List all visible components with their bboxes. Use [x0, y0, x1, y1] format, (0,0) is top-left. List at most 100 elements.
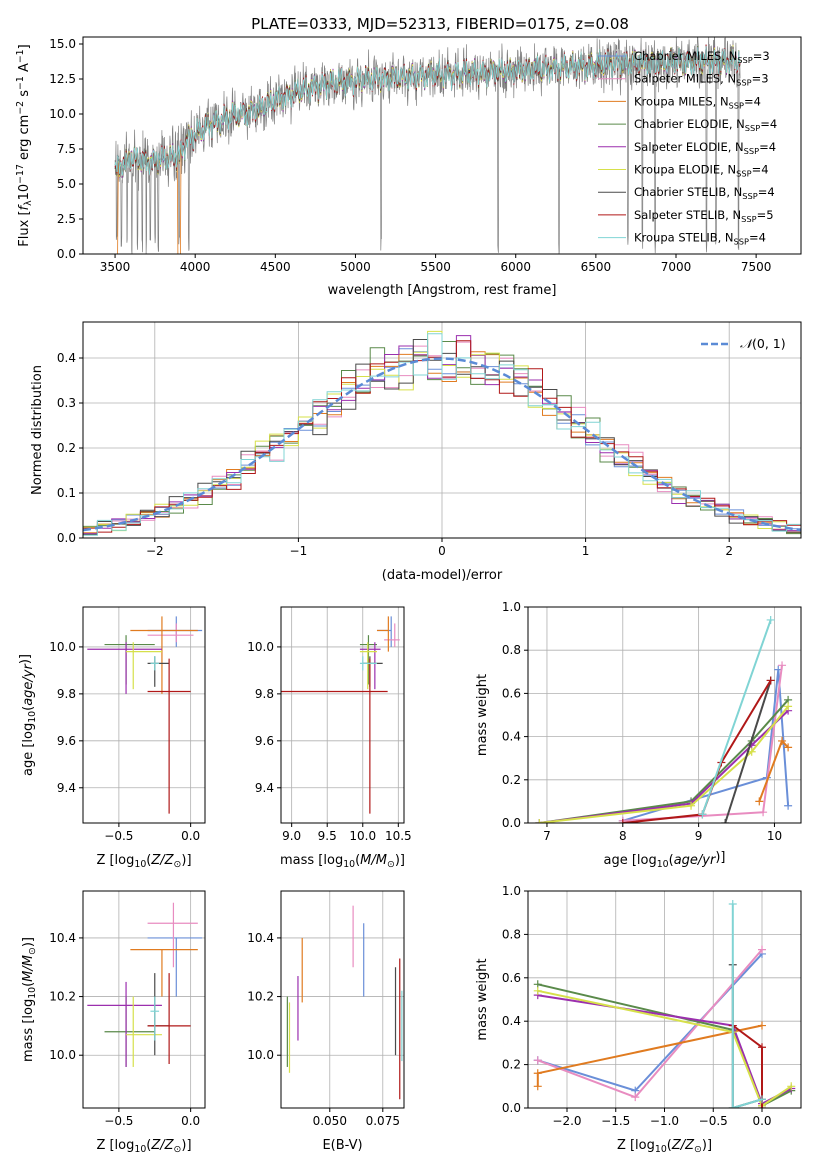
label-part: SSP	[736, 78, 751, 88]
spectrum-xtick-label: 3500	[100, 260, 131, 274]
label-part: (	[355, 853, 360, 868]
massweight_vs_age-xtick-label: 8	[619, 829, 627, 843]
label-part: (	[146, 1138, 151, 1153]
massweight_vs_age-ytick-label: 0.4	[502, 730, 521, 744]
label-part: Chabrier MILES, N	[634, 49, 737, 63]
residuals-ytick-label: 0.1	[57, 486, 76, 500]
mass_vs_ebv-xtick-label: 0.050	[313, 1114, 347, 1128]
legend-entry: Salpeter MILES, NSSP=3	[634, 72, 769, 88]
residuals-xtick-label: 2	[725, 544, 733, 558]
mass-vs-ebv-xlabel: E(B-V)	[322, 1138, 362, 1153]
age_vs_Z-ytick-label: 10.0	[49, 640, 76, 654]
residuals-ytick-label: 0.4	[57, 351, 76, 365]
massweight_vs_age-marker	[755, 797, 764, 806]
massweight_vs_age-series-line	[539, 709, 789, 823]
age_vs_mass-xtick-label: 9.5	[318, 829, 337, 843]
label-part: Salpeter MILES, N	[634, 72, 736, 86]
residuals-xtick-label: −1	[290, 544, 308, 558]
label-part: =3	[752, 72, 769, 86]
mass_vs_Z-xtick-label: 0.0	[181, 1114, 200, 1128]
spectrum-xtick-label: 5500	[420, 260, 451, 274]
massweight_vs_Z-xtick-label: 0.0	[752, 1114, 771, 1128]
label-part: (	[21, 706, 36, 711]
massweight_vs_Z-series-line	[537, 953, 763, 1092]
spectrum-xtick-label: 6000	[500, 260, 531, 274]
label-part: wavelength [Angstrom, rest frame]	[328, 283, 557, 298]
label-part: (	[21, 982, 36, 987]
label-part: =4	[752, 163, 769, 177]
spectrum-ytick-label: 7.5	[57, 142, 76, 156]
spectrum-xtick-label: 4500	[260, 260, 291, 274]
spectrum-xtick-label: 7500	[741, 260, 772, 274]
label-part: Kroupa STELIB, N	[634, 231, 734, 245]
mass-vs-Z-ylabel: mass [log10(M/M⊙)]	[21, 937, 38, 1062]
label-part: ⊙	[174, 859, 182, 870]
massweight-vs-age-ylabel: mass weight	[475, 674, 490, 756]
massweight_vs_Z-marker	[758, 1021, 766, 1030]
massweight_vs_age-marker	[698, 810, 707, 819]
label-part: )]	[21, 937, 36, 947]
label-part: =3	[753, 49, 770, 63]
mass_vs_ebv-ytick-label: 10.2	[247, 990, 274, 1004]
spectrum-ytick-label: 0.0	[57, 247, 76, 261]
label-part: A	[17, 63, 32, 76]
spectrum-xtick-label: 4000	[180, 260, 211, 274]
label-part: −1	[15, 49, 26, 63]
residuals-xtick-label: 0	[438, 544, 446, 558]
massweight_vs_Z-ytick-label: 0.2	[502, 1058, 521, 1072]
age_vs_Z-ytick-label: 9.8	[57, 687, 76, 701]
age_vs_Z-frame	[82, 606, 206, 824]
age_vs_Z-plot-area	[87, 616, 203, 814]
spectrum-xlabel: wavelength [Angstrom, rest frame]	[328, 283, 557, 298]
massweight_vs_Z-xtick-label: −1.5	[601, 1114, 630, 1128]
label-part: =4	[749, 231, 766, 245]
massweight_vs_Z-marker	[533, 986, 542, 995]
spectrum-model-line	[114, 44, 741, 178]
label-part: Salpeter STELIB, N	[634, 208, 741, 222]
spectrum-panel: 3500 4000 4500 5000 5500 6000 6500 7000 7500 0.0 2…	[15, 36, 802, 298]
age-vs-Z-ylabel: age [log10(age/yr)]	[18, 654, 38, 776]
label-part: =4	[758, 185, 775, 199]
age_vs_mass-panel: 9.0 9.5 10.0 10.5 9.4 9.6 9.8 10.0 mass [log10(M…	[247, 606, 412, 870]
label-part: )]	[395, 853, 405, 868]
age_vs_Z-xtick-label: 0.0	[181, 829, 200, 843]
mass_vs_ebv-panel: 0.050 0.075 10.0 10.2 10.4 E(B-V)	[247, 890, 405, 1153]
legend-entry: Kroupa STELIB, NSSP=4	[634, 231, 766, 247]
massweight_vs_age-ytick-label: 1.0	[502, 600, 521, 614]
massweight_vs_age-marker	[747, 747, 756, 756]
label-part: −1	[15, 76, 26, 90]
residuals-panel: −2 −1 0 1 2 0.0 0.1 0.2 0.3 0.4 (data-model)/error…	[30, 321, 802, 583]
massweight_vs_Z-marker	[533, 1069, 542, 1078]
label-part: Z/Z	[150, 853, 174, 868]
massweight_vs_Z-ytick-label: 0.0	[502, 1101, 521, 1115]
label-part: Z [log	[617, 1138, 655, 1153]
legend-entry: Chabrier ELODIE, NSSP=4	[634, 117, 777, 133]
legend-entry: Kroupa ELODIE, NSSP=4	[634, 163, 769, 179]
label-part: Z/Z	[150, 1138, 174, 1153]
age_vs_Z-axes: −0.5 0.09.49.69.810.0Z [log10(Z/Z⊙)]age […	[18, 606, 206, 870]
label-part: =4	[744, 94, 761, 108]
label-part: )]	[181, 853, 191, 868]
label-part: (	[146, 853, 151, 868]
massweight_vs_age-marker	[784, 743, 793, 752]
label-part: 10	[657, 859, 669, 870]
massweight_vs_Z-ytick-label: 1.0	[502, 884, 521, 898]
label-part: mass [log	[280, 853, 343, 868]
spectrum-plot-area	[114, 37, 741, 254]
residuals-ylabel: Normed distribution	[30, 365, 45, 495]
massweight_vs_age-marker	[759, 808, 768, 817]
massweight_vs_Z-panel: −2.0 −1.5 −1.0 −0.5 0.0 0.0 0.2 0.4 0.6 0.8 1.0 Z […	[475, 884, 802, 1155]
massweight_vs_age-series-line	[539, 699, 789, 823]
age_vs_mass-ytick-label: 10.0	[247, 640, 274, 654]
residuals-histogram	[83, 333, 801, 536]
label-part: erg cm	[17, 115, 32, 164]
residuals-xtick-label: −2	[146, 544, 164, 558]
label-part: −17	[15, 164, 26, 184]
spectrum-model-line	[114, 46, 741, 176]
label-part: SSP	[734, 237, 749, 247]
massweight_vs_Z-marker	[533, 1082, 542, 1091]
massweight_vs_Z-ytick-label: 0.6	[502, 971, 521, 985]
massweight_vs_Z-ytick-label: 0.4	[502, 1014, 521, 1028]
